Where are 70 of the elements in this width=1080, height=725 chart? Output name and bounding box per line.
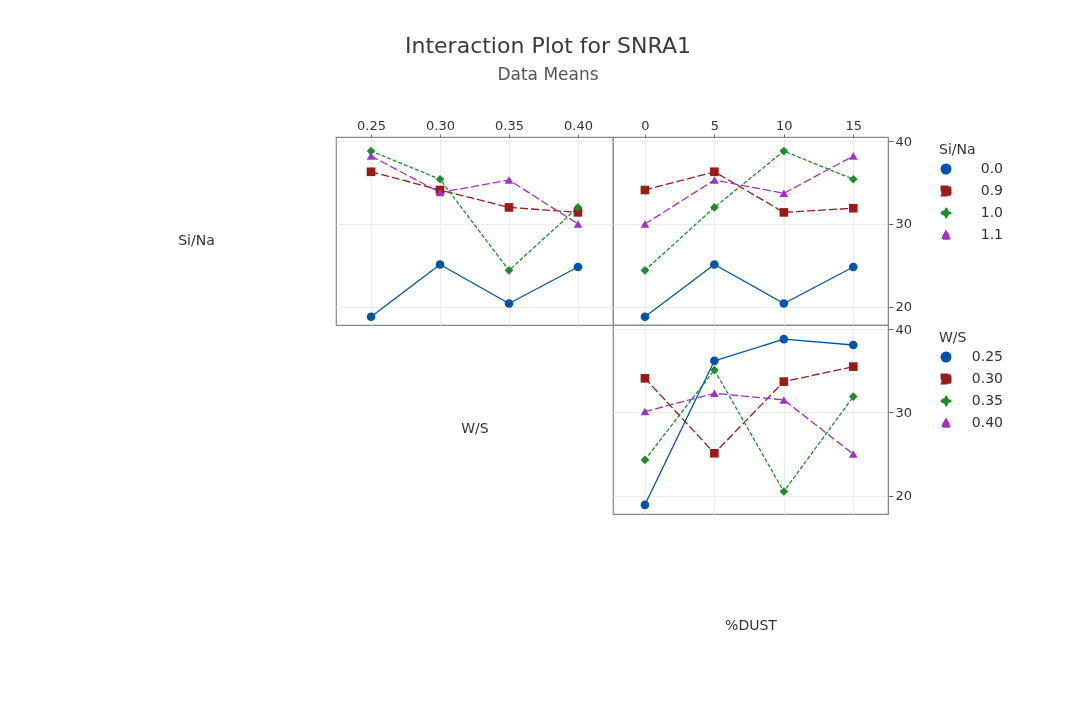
point xyxy=(779,334,789,344)
point xyxy=(848,174,858,184)
y-tick-label: 20 xyxy=(895,488,913,504)
point xyxy=(504,299,514,308)
point xyxy=(366,167,376,177)
point xyxy=(504,203,514,212)
x-tick-label: 5 xyxy=(710,117,720,133)
point xyxy=(779,189,789,198)
point xyxy=(779,208,789,217)
chart-subtitle: Data Means xyxy=(496,64,600,84)
point xyxy=(848,203,858,213)
x-tick-label: 0.25 xyxy=(357,117,387,133)
point xyxy=(710,356,719,366)
point xyxy=(710,176,719,184)
point xyxy=(779,396,789,404)
point xyxy=(710,448,719,458)
y-tick-label: 30 xyxy=(895,404,913,420)
point xyxy=(848,262,858,272)
point xyxy=(848,392,858,401)
point xyxy=(848,152,858,160)
x-axis-title: W/S xyxy=(461,419,489,436)
point xyxy=(640,373,650,383)
x-tick-label: 0.35 xyxy=(495,117,524,133)
point xyxy=(710,203,719,212)
point xyxy=(710,389,719,398)
legend-title: Si/Na xyxy=(939,141,976,157)
point xyxy=(504,176,514,184)
legend-title: W/S xyxy=(939,329,967,345)
point xyxy=(779,146,789,156)
point xyxy=(640,455,650,465)
point xyxy=(710,167,719,177)
x-tick-label: 0.30 xyxy=(426,117,455,133)
point xyxy=(848,362,858,371)
point xyxy=(640,500,650,510)
point xyxy=(640,407,650,416)
point xyxy=(710,260,719,269)
y-axis-title: Si/Na xyxy=(178,231,215,248)
x-tick-label: 0 xyxy=(641,117,650,133)
y-tick-label: 40 xyxy=(895,133,913,149)
legend-label: 1.1 xyxy=(980,226,1003,242)
y-tick-label: 30 xyxy=(895,216,913,232)
point xyxy=(779,299,789,308)
point xyxy=(848,340,858,350)
x-tick-label: 10 xyxy=(776,117,793,133)
point xyxy=(640,312,650,322)
point xyxy=(366,312,376,322)
y-tick-label: 20 xyxy=(895,299,913,315)
point xyxy=(848,450,858,458)
point xyxy=(435,260,445,269)
legend-label: 0.30 xyxy=(971,370,1003,386)
point xyxy=(573,262,583,272)
legend-label: 0.0 xyxy=(980,160,1003,176)
y-tick-label: 40 xyxy=(895,321,913,337)
point xyxy=(779,487,789,496)
point xyxy=(504,266,514,275)
point xyxy=(435,174,445,184)
point xyxy=(779,377,789,386)
legend-label: 0.40 xyxy=(971,414,1003,430)
chart-title: Interaction Plot for SNRA1 xyxy=(404,33,692,58)
point xyxy=(640,220,650,228)
legend-label: 0.9 xyxy=(980,182,1003,198)
x-axis-title: %DUST xyxy=(725,616,778,633)
x-tick-label: 15 xyxy=(845,117,863,133)
point xyxy=(640,266,650,275)
x-tick-label: 0.40 xyxy=(563,117,593,133)
point xyxy=(366,152,376,160)
legend-label: 0.35 xyxy=(971,392,1003,408)
legend-label: 1.0 xyxy=(980,204,1003,220)
legend-label: 0.25 xyxy=(971,348,1003,364)
point xyxy=(573,220,583,228)
